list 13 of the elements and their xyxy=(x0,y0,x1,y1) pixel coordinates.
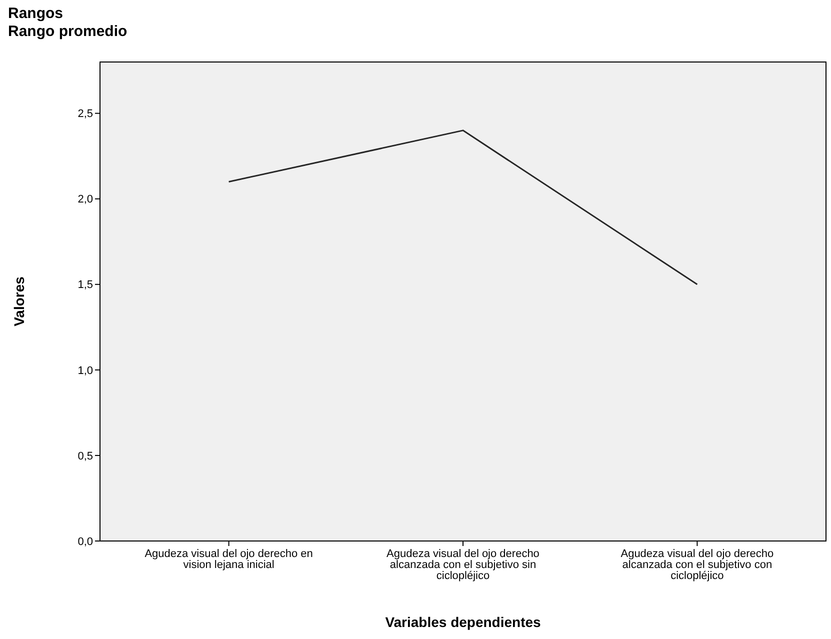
y-tick-label: 0,5 xyxy=(78,450,93,462)
y-axis-title: Valores xyxy=(11,276,27,326)
chart-title: Rangos xyxy=(8,5,64,22)
y-tick-label: 1,5 xyxy=(78,279,93,292)
x-tick-label: Agudeza visual del ojo derecho en vision lejana inicial xyxy=(144,548,313,571)
chart-subtitle: Rango promedio xyxy=(8,23,128,40)
x-tick-label: Agudeza visual del ojo derecho alcanzada con el subjetivo sin ciclopléjico xyxy=(386,548,540,582)
y-tick-label: 2,5 xyxy=(78,108,93,120)
y-tick-label: 1,0 xyxy=(78,364,93,377)
x-axis-title: Variables dependientes xyxy=(385,614,542,630)
x-tick-label: Agudeza visual del ojo derecho alcanzada con el subjetivo con ciclopléjico xyxy=(620,548,774,582)
y-tick-label: 2,0 xyxy=(78,194,93,206)
y-tick-label: 0,0 xyxy=(78,536,93,548)
